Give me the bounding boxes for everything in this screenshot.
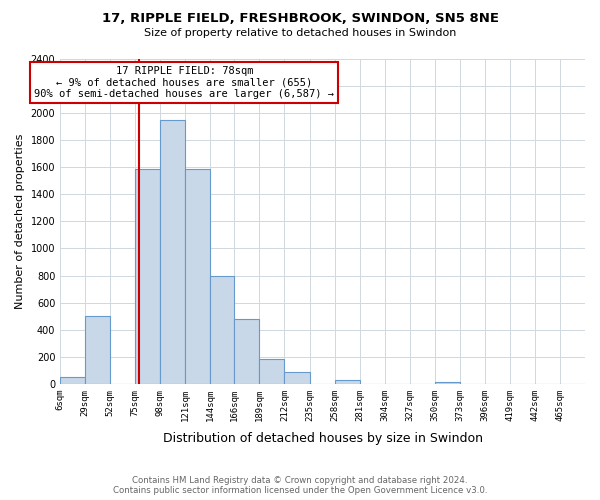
Bar xyxy=(160,120,185,384)
Bar xyxy=(85,316,110,384)
Y-axis label: Number of detached properties: Number of detached properties xyxy=(15,134,25,309)
Bar xyxy=(284,372,310,384)
Bar xyxy=(211,276,235,384)
Bar xyxy=(185,168,211,384)
Bar xyxy=(60,377,85,384)
Text: Size of property relative to detached houses in Swindon: Size of property relative to detached ho… xyxy=(144,28,456,38)
X-axis label: Distribution of detached houses by size in Swindon: Distribution of detached houses by size … xyxy=(163,432,482,445)
Bar xyxy=(235,319,259,384)
Bar xyxy=(135,168,160,384)
Text: 17 RIPPLE FIELD: 78sqm
← 9% of detached houses are smaller (655)
90% of semi-det: 17 RIPPLE FIELD: 78sqm ← 9% of detached … xyxy=(34,66,334,100)
Bar xyxy=(335,380,359,384)
Text: 17, RIPPLE FIELD, FRESHBROOK, SWINDON, SN5 8NE: 17, RIPPLE FIELD, FRESHBROOK, SWINDON, S… xyxy=(101,12,499,26)
Text: Contains HM Land Registry data © Crown copyright and database right 2024.
Contai: Contains HM Land Registry data © Crown c… xyxy=(113,476,487,495)
Bar xyxy=(435,382,460,384)
Bar xyxy=(259,358,284,384)
